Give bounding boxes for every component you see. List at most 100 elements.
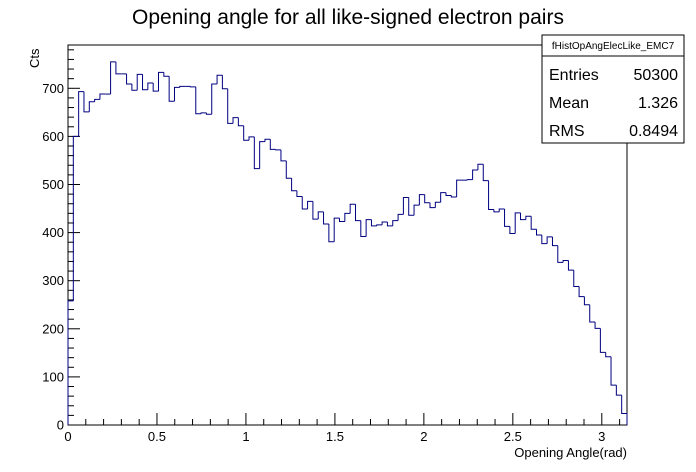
histogram-bin: [259, 141, 265, 169]
histogram-bin: [397, 213, 404, 221]
y-tick-label: 300: [42, 273, 64, 288]
histogram-bin: [546, 236, 553, 244]
y-tick-label: 600: [42, 129, 64, 144]
histogram-bin: [317, 211, 324, 220]
stats-box-frame: [541, 34, 685, 144]
histogram-bin: [328, 223, 335, 243]
histogram-bin: [333, 217, 340, 242]
histogram-bin: [99, 93, 106, 100]
histogram-bin: [216, 74, 223, 84]
histogram-bin: [440, 192, 446, 203]
histogram-bin: [488, 180, 494, 211]
histogram-bin: [354, 204, 361, 222]
x-axis: 0 0.5 1 1.5 2 2.5 3: [64, 413, 621, 444]
histogram-bin: [530, 216, 537, 230]
histogram-bin: [115, 61, 122, 75]
y-tick-label: 200: [42, 321, 64, 336]
histogram-bin: [195, 86, 202, 115]
histogram-bin: [381, 221, 388, 225]
histogram-bin: [227, 88, 234, 124]
histogram-bin: [482, 164, 489, 182]
histogram-bin: [312, 201, 319, 220]
histogram-bin: [413, 204, 420, 216]
histogram-bin: [307, 200, 313, 210]
histogram-bin: [360, 220, 367, 237]
histogram-bin: [142, 74, 148, 91]
histogram-bin: [610, 356, 617, 386]
histogram-bin: [237, 117, 244, 127]
histogram-bin: [88, 101, 95, 112]
histogram-bin: [200, 112, 207, 114]
histogram-bin: [599, 328, 606, 353]
y-tick-label: 500: [42, 177, 64, 192]
histogram-bin: [264, 138, 271, 142]
histogram-series: [67, 61, 628, 425]
histogram-bin: [424, 194, 431, 204]
histogram-bin: [477, 163, 484, 171]
histogram-bin: [621, 395, 628, 425]
histogram-bin: [520, 212, 526, 221]
histogram-bin: [158, 71, 164, 92]
histogram-bin: [349, 203, 356, 214]
x-tick-label: 2: [420, 429, 427, 444]
histogram-bin: [221, 75, 228, 90]
histogram-bin: [301, 196, 308, 210]
histogram-bin: [344, 212, 351, 222]
histogram-bin: [536, 229, 542, 236]
histogram-bin: [83, 91, 90, 113]
stats-box: fHistOpAngElecLike_EMC7 Entries 50300 Me…: [541, 34, 685, 144]
histogram-bin: [339, 218, 345, 223]
histogram-bin: [493, 209, 500, 213]
stats-entries-value: 50300: [634, 67, 679, 84]
stats-entries-label: Entries: [549, 67, 599, 84]
histogram-bin: [557, 245, 564, 263]
histogram-bin: [291, 178, 297, 192]
histogram-bin: [509, 226, 516, 235]
chart-title: Opening angle for all like-signed electr…: [132, 6, 564, 29]
y-tick-label: 0: [57, 418, 64, 433]
histogram-bin: [456, 179, 462, 197]
histogram-bin: [126, 73, 132, 85]
y-tick-label: 100: [42, 369, 64, 384]
histogram-bin: [147, 82, 154, 90]
histogram-bin: [131, 83, 138, 91]
histogram-bin: [168, 76, 175, 102]
histogram-bin: [205, 112, 212, 115]
histogram-bin: [323, 211, 329, 225]
histogram-bin: [211, 83, 218, 115]
histogram-bin: [578, 286, 585, 298]
histogram-bin: [445, 192, 452, 197]
histogram-bin: [583, 296, 590, 306]
histogram-bin: [243, 125, 250, 141]
y-axis: 0 100 200 300 400 500 600 700: [42, 49, 80, 433]
histogram-bin: [434, 201, 441, 208]
histogram-bin: [386, 222, 393, 227]
stats-rms-label: RMS: [549, 123, 585, 140]
y-tick-label: 700: [42, 81, 64, 96]
x-tick-label: 0.5: [148, 429, 166, 444]
histogram-bin: [152, 83, 159, 92]
x-tick-label: 1: [242, 429, 249, 444]
stats-histogram-name: fHistOpAngElecLike_EMC7: [552, 41, 675, 52]
histogram-bin: [94, 98, 100, 102]
histogram-bin: [562, 259, 569, 263]
histogram-bin: [418, 194, 425, 206]
plot-frame: [67, 44, 628, 426]
histogram-bin: [67, 300, 74, 425]
histogram-bin: [296, 190, 303, 198]
histogram-bin: [72, 135, 79, 301]
histogram-bin: [498, 208, 505, 212]
histogram-bin: [392, 220, 399, 226]
histogram-bin: [280, 149, 287, 162]
histogram-bin: [594, 322, 601, 329]
histogram-bin: [285, 160, 292, 179]
histogram-bin: [163, 72, 170, 77]
histogram-bin: [173, 86, 180, 102]
histogram-bin: [589, 304, 596, 323]
histogram-bin: [573, 270, 580, 287]
histogram-bin: [541, 235, 548, 245]
histogram-bin: [402, 196, 409, 215]
histogram-bin: [615, 385, 622, 396]
stats-mean-value: 1.326: [638, 95, 678, 112]
